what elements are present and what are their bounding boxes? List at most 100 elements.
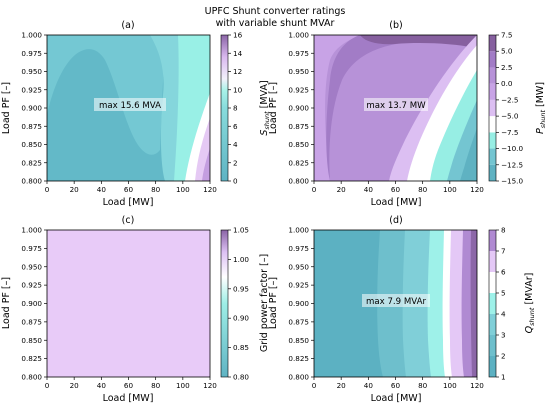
colorbar-b-band [489, 148, 496, 165]
panel-a-xtick-label: 0 [45, 185, 50, 194]
colorbar-c-tick-label: 1.05 [233, 226, 249, 235]
panel-d: (d) max 7.9 MVAr 0 20 40 60 80 100 120 0.8000.… [268, 215, 484, 404]
panel-b-xtick-label: 0 [312, 185, 317, 194]
panel-c-fill [47, 230, 210, 377]
panel-b-annotation-text: max 13.7 MW [366, 101, 426, 111]
colorbar-d-band [489, 272, 496, 293]
colorbar-b-tick-label: −7.5 [501, 128, 518, 137]
colorbar-d-tick-label: 5 [501, 289, 506, 298]
colorbar-b-band [489, 35, 496, 52]
colorbar-b-band [489, 99, 496, 117]
panel-b-xtick-label: 40 [364, 185, 374, 194]
colorbar-b-band [489, 83, 496, 100]
panel-d-xtick-label: 120 [470, 381, 484, 390]
colorbar-b-band [489, 116, 496, 133]
panel-d-ylabel: Load PF [–] [268, 277, 279, 329]
panel-b-ytick-label: 0.825 [288, 158, 309, 167]
panel-a-ytick-label: 0.950 [21, 67, 42, 76]
panel-c-ytick-label: 0.875 [21, 317, 42, 326]
colorbar-b-tick-label: 0.0 [501, 79, 513, 88]
panel-a-y-ticks: 0.800 0.825 0.850 0.875 0.900 0.925 0.950 0.975… [21, 31, 47, 186]
colorbar-c-tick-label: 0.95 [233, 284, 249, 293]
panel-c-xlabel: Load [MW] [103, 393, 154, 404]
colorbar-b-band [489, 164, 496, 181]
colorbar-b-tick-label: −10.0 [501, 144, 523, 153]
panel-d-ytick-label: 0.825 [288, 354, 309, 363]
panel-c-x-ticks: 0 20 40 60 80 100 120 [45, 377, 217, 390]
colorbar-a-tick-label: 6 [233, 122, 238, 131]
panel-c-xtick-label: 100 [176, 381, 190, 390]
panel-b-contours [314, 35, 477, 181]
colorbar-d-tick-label: 8 [501, 226, 506, 235]
panel-c-ytick-label: 0.825 [21, 354, 42, 363]
panel-b-region-neg2.5-0 [314, 35, 360, 181]
colorbar-d-band [489, 230, 496, 251]
panel-b-xtick-label: 60 [391, 185, 401, 194]
panel-b-ytick-label: 0.925 [288, 85, 309, 94]
panel-d-xtick-label: 0 [312, 381, 317, 390]
panel-d-region-peak [470, 230, 477, 377]
colorbar-d-tick-label: 3 [501, 331, 506, 340]
colorbar-a-tick-label: 12 [233, 67, 242, 76]
colorbar-d-bands [489, 230, 496, 377]
colorbar-c-tick-label: 0.85 [233, 343, 249, 352]
panel-c-ytick-label: 0.925 [21, 281, 42, 290]
colorbar-b-band [489, 51, 496, 68]
panel-d-x-ticks: 0 20 40 60 80 100 120 [312, 377, 484, 390]
colorbar-a-tick-label: 2 [233, 158, 238, 167]
panel-a-ytick-label: 0.800 [21, 177, 42, 186]
panel-b-ytick-label: 0.900 [288, 104, 309, 113]
panel-c: (c) 0 20 40 60 80 100 120 0.800 0.825 0.850 0.875… [1, 215, 217, 404]
panel-c-xtick-label: 60 [124, 381, 134, 390]
panel-d-xlabel: Load [MW] [371, 393, 422, 404]
colorbar-a: 0 2 4 6 8 10 12 14 16 Sshunt [MVA] [220, 31, 271, 186]
colorbar-d-frame [488, 229, 497, 378]
panel-b-xtick-label: 20 [337, 185, 347, 194]
panel-a-ytick-label: 0.900 [21, 104, 42, 113]
panel-a-ytick-label: 0.875 [21, 122, 42, 131]
panel-b-annotation-box [364, 98, 428, 111]
panel-c-ylabel: Load PF [–] [1, 277, 12, 329]
panel-b-letter: (b) [389, 20, 402, 31]
panel-b-y-ticks: 0.800 0.825 0.850 0.875 0.900 0.925 0.950 0.975… [288, 31, 314, 186]
panel-a-xtick-label: 100 [176, 185, 190, 194]
panel-b-ylabel: Load PF [–] [268, 82, 279, 134]
colorbar-d-band [489, 293, 496, 314]
figure-title-line-2: with variable shunt MVAr [216, 18, 335, 29]
panel-b-region-5-7.5 [360, 35, 477, 48]
colorbar-c-label: Grid power factor [–] [259, 254, 270, 352]
panel-d-xtick-label: 80 [418, 381, 428, 390]
colorbar-b-label: Pshunt [MW] [535, 82, 547, 134]
panel-c-ytick-label: 0.900 [21, 299, 42, 308]
panel-a-annotation-box [94, 98, 166, 111]
panel-c-ytick-label: 0.850 [21, 336, 42, 345]
panel-b-region-neg15-neg12.5 [460, 128, 477, 181]
colorbar-c: 0.80 0.85 0.90 0.95 1.00 1.05 Grid power fact… [220, 226, 270, 382]
colorbar-a-tick-label: 0 [233, 177, 238, 186]
panel-d-ytick-label: 1.000 [288, 226, 309, 235]
panel-b-xtick-label: 120 [470, 185, 484, 194]
colorbar-a-tick-label: 16 [233, 31, 243, 40]
panel-d-xtick-label: 40 [364, 381, 374, 390]
colorbar-a-tick-label: 10 [233, 85, 243, 94]
colorbar-d: 1 2 3 4 5 6 7 8 Qshunt [MVAr] [488, 226, 536, 382]
colorbar-b-frame [488, 34, 497, 182]
colorbar-c-tick-label: 0.80 [233, 373, 249, 382]
figure-title-line-1: UPFC Shunt converter ratings [205, 6, 346, 17]
panel-b-ytick-label: 0.975 [288, 49, 309, 58]
panel-b-ytick-label: 0.800 [288, 177, 309, 186]
colorbar-a-label: Sshunt [MVA] [259, 80, 271, 135]
panel-a-letter: (a) [121, 20, 134, 31]
panel-c-ytick-label: 0.800 [21, 373, 42, 382]
colorbar-c-gradient [220, 229, 229, 378]
colorbar-d-tick-label: 7 [501, 247, 506, 256]
panel-b-region-2.5-5 [326, 35, 477, 181]
panel-d-ytick-label: 0.925 [288, 281, 309, 290]
panel-a-xtick-label: 80 [151, 185, 161, 194]
panel-b: (b) max 13.7 MW 0 20 40 60 80 100 120 0.8000.8… [268, 20, 484, 208]
panel-d-ytick-label: 0.950 [288, 262, 309, 271]
colorbar-a-gradient [220, 34, 229, 182]
colorbar-b-tick-label: 7.5 [501, 31, 512, 40]
panel-c-letter: (c) [122, 215, 135, 226]
panel-a-region-4-6 [47, 35, 165, 155]
